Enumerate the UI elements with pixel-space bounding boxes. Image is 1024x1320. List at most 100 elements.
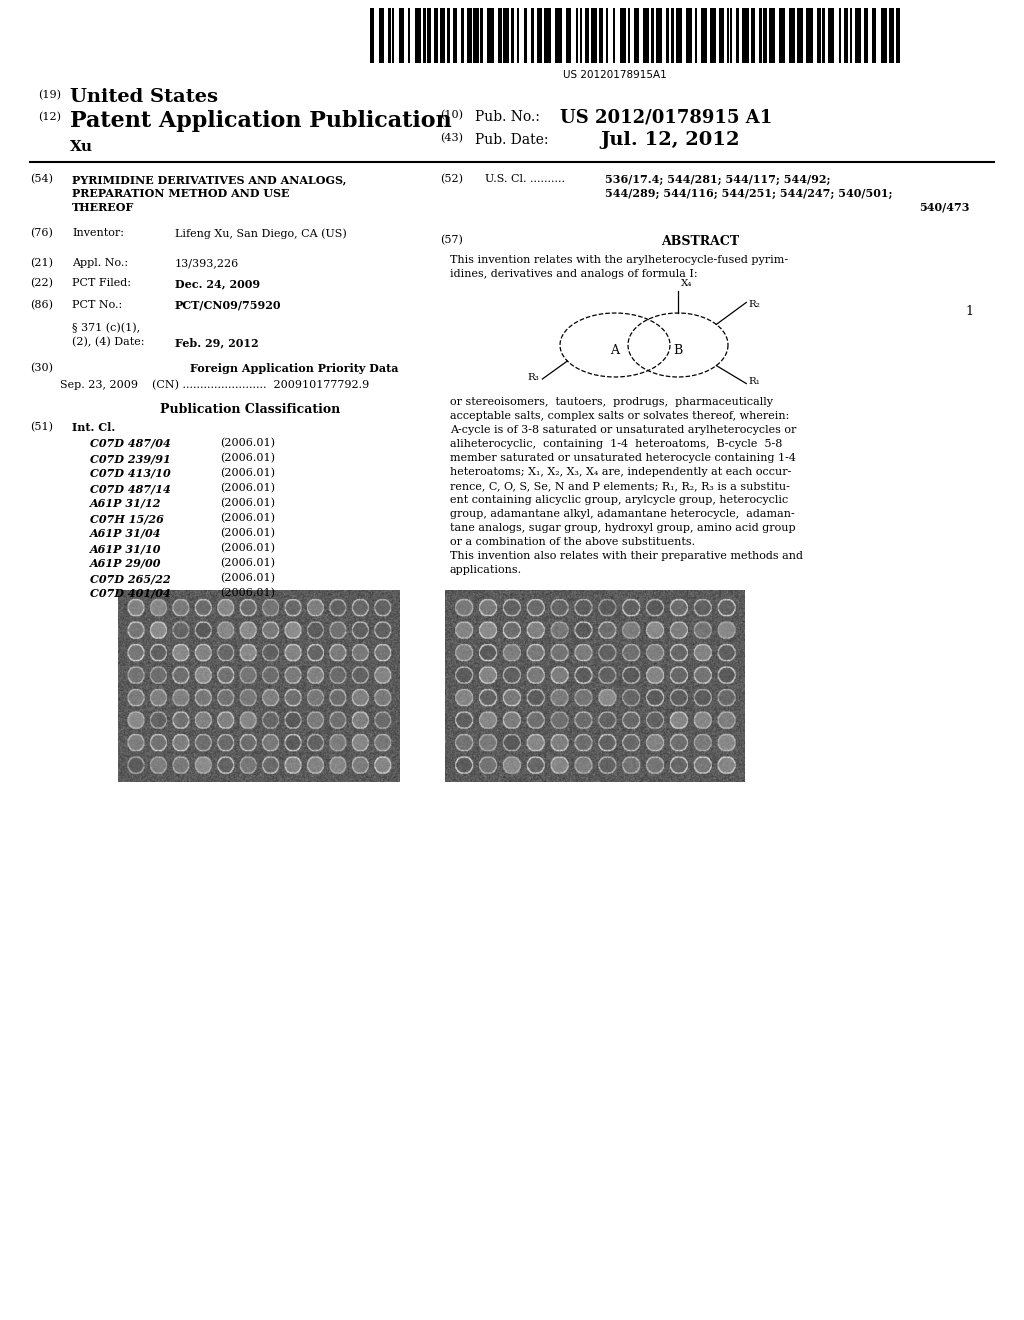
Text: R₃: R₃ bbox=[527, 372, 540, 381]
Bar bbox=[797, 8, 804, 63]
Bar bbox=[566, 8, 571, 63]
Bar bbox=[742, 8, 749, 63]
Bar bbox=[779, 8, 784, 63]
Text: (12): (12) bbox=[38, 112, 61, 123]
Text: A61P 31/12: A61P 31/12 bbox=[90, 498, 162, 510]
Bar bbox=[677, 8, 682, 63]
Bar bbox=[736, 8, 739, 63]
Bar bbox=[854, 8, 861, 63]
Text: applications.: applications. bbox=[450, 565, 522, 576]
Text: A61P 31/10: A61P 31/10 bbox=[90, 543, 162, 554]
Text: (2006.01): (2006.01) bbox=[220, 453, 275, 463]
Text: Xu: Xu bbox=[70, 140, 93, 154]
Text: A61P 31/04: A61P 31/04 bbox=[90, 528, 162, 539]
Text: This invention relates with the arylheterocycle-fused pyrim-: This invention relates with the arylhete… bbox=[450, 255, 788, 265]
Text: United States: United States bbox=[70, 88, 218, 106]
Text: (54): (54) bbox=[30, 174, 53, 185]
Bar bbox=[427, 8, 431, 63]
Bar bbox=[790, 8, 795, 63]
Text: THEREOF: THEREOF bbox=[72, 202, 134, 213]
Bar bbox=[499, 8, 502, 63]
Bar bbox=[628, 8, 630, 63]
Text: Inventor:: Inventor: bbox=[72, 228, 124, 238]
Text: (57): (57) bbox=[440, 235, 463, 246]
Text: C07D 487/14: C07D 487/14 bbox=[90, 483, 171, 494]
Bar bbox=[538, 8, 542, 63]
Bar bbox=[764, 8, 767, 63]
Text: tane analogs, sugar group, hydroxyl group, amino acid group: tane analogs, sugar group, hydroxyl grou… bbox=[450, 523, 796, 533]
Text: (30): (30) bbox=[30, 363, 53, 374]
Text: B: B bbox=[674, 343, 683, 356]
Bar bbox=[530, 8, 535, 63]
Bar bbox=[511, 8, 514, 63]
Text: R₁: R₁ bbox=[749, 378, 760, 385]
Bar bbox=[467, 8, 472, 63]
Text: C07D 413/10: C07D 413/10 bbox=[90, 469, 171, 479]
Text: (2006.01): (2006.01) bbox=[220, 543, 275, 553]
Bar bbox=[727, 8, 729, 63]
Text: PYRIMIDINE DERIVATIVES AND ANALOGS,: PYRIMIDINE DERIVATIVES AND ANALOGS, bbox=[72, 174, 346, 185]
Bar bbox=[719, 8, 724, 63]
Text: (2006.01): (2006.01) bbox=[220, 438, 275, 449]
Text: PCT No.:: PCT No.: bbox=[72, 300, 122, 310]
Bar bbox=[585, 8, 589, 63]
Text: Publication Classification: Publication Classification bbox=[160, 403, 340, 416]
Text: (10): (10) bbox=[440, 110, 463, 120]
Bar bbox=[701, 8, 708, 63]
Text: (2006.01): (2006.01) bbox=[220, 483, 275, 494]
Text: (19): (19) bbox=[38, 90, 61, 100]
Text: Pub. No.:: Pub. No.: bbox=[475, 110, 540, 124]
Text: (2006.01): (2006.01) bbox=[220, 528, 275, 539]
Text: (2), (4) Date:: (2), (4) Date: bbox=[72, 337, 144, 347]
Text: or stereoisomers,  tautoers,  prodrugs,  pharmaceutically: or stereoisomers, tautoers, prodrugs, ph… bbox=[450, 397, 773, 407]
Text: or a combination of the above substituents.: or a combination of the above substituen… bbox=[450, 537, 695, 546]
Bar bbox=[555, 8, 561, 63]
Bar bbox=[881, 8, 888, 63]
Bar bbox=[517, 8, 519, 63]
Bar bbox=[544, 8, 551, 63]
Bar bbox=[440, 8, 445, 63]
Text: (2006.01): (2006.01) bbox=[220, 587, 275, 598]
Text: (86): (86) bbox=[30, 300, 53, 310]
Text: Patent Application Publication: Patent Application Publication bbox=[70, 110, 452, 132]
Text: (43): (43) bbox=[440, 133, 463, 144]
Bar bbox=[599, 8, 602, 63]
Bar bbox=[650, 8, 654, 63]
Text: A-cycle is of 3-8 saturated or unsaturated arylheterocycles or: A-cycle is of 3-8 saturated or unsaturat… bbox=[450, 425, 797, 436]
Bar bbox=[828, 8, 835, 63]
Bar bbox=[473, 8, 478, 63]
Text: (2006.01): (2006.01) bbox=[220, 469, 275, 478]
Bar bbox=[686, 8, 692, 63]
Text: group, adamantane alkyl, adamantane heterocycle,  adaman-: group, adamantane alkyl, adamantane hete… bbox=[450, 510, 795, 519]
Text: 544/289; 544/116; 544/251; 544/247; 540/501;: 544/289; 544/116; 544/251; 544/247; 540/… bbox=[605, 187, 893, 199]
Text: Lifeng Xu, San Diego, CA (US): Lifeng Xu, San Diego, CA (US) bbox=[175, 228, 347, 239]
Text: A61P 29/00: A61P 29/00 bbox=[90, 558, 162, 569]
Bar bbox=[487, 8, 495, 63]
Bar bbox=[759, 8, 762, 63]
Text: C07D 401/04: C07D 401/04 bbox=[90, 587, 171, 599]
Text: C07D 239/91: C07D 239/91 bbox=[90, 453, 171, 465]
Bar bbox=[751, 8, 755, 63]
Text: US 2012/0178915 A1: US 2012/0178915 A1 bbox=[560, 108, 772, 125]
Bar bbox=[711, 8, 716, 63]
Text: PREPARATION METHOD AND USE: PREPARATION METHOD AND USE bbox=[72, 187, 290, 199]
Bar bbox=[575, 8, 579, 63]
Text: U.S. Cl. ..........: U.S. Cl. .......... bbox=[485, 174, 565, 183]
Text: US 20120178915A1: US 20120178915A1 bbox=[563, 70, 667, 81]
Text: PCT Filed:: PCT Filed: bbox=[72, 279, 131, 288]
Bar bbox=[695, 8, 697, 63]
Text: (2006.01): (2006.01) bbox=[220, 513, 275, 523]
Bar bbox=[480, 8, 482, 63]
Text: Pub. Date:: Pub. Date: bbox=[475, 133, 549, 147]
Bar bbox=[890, 8, 894, 63]
Text: This invention also relates with their preparative methods and: This invention also relates with their p… bbox=[450, 550, 803, 561]
Text: (76): (76) bbox=[30, 228, 53, 239]
Bar bbox=[666, 8, 670, 63]
Bar bbox=[379, 8, 384, 63]
Bar bbox=[655, 8, 663, 63]
Text: ent containing alicyclic group, arylcycle group, heterocyclic: ent containing alicyclic group, arylcycl… bbox=[450, 495, 788, 506]
Text: Foreign Application Priority Data: Foreign Application Priority Data bbox=[190, 363, 398, 374]
Bar bbox=[612, 8, 615, 63]
Bar bbox=[580, 8, 583, 63]
Text: R₂: R₂ bbox=[749, 300, 760, 309]
